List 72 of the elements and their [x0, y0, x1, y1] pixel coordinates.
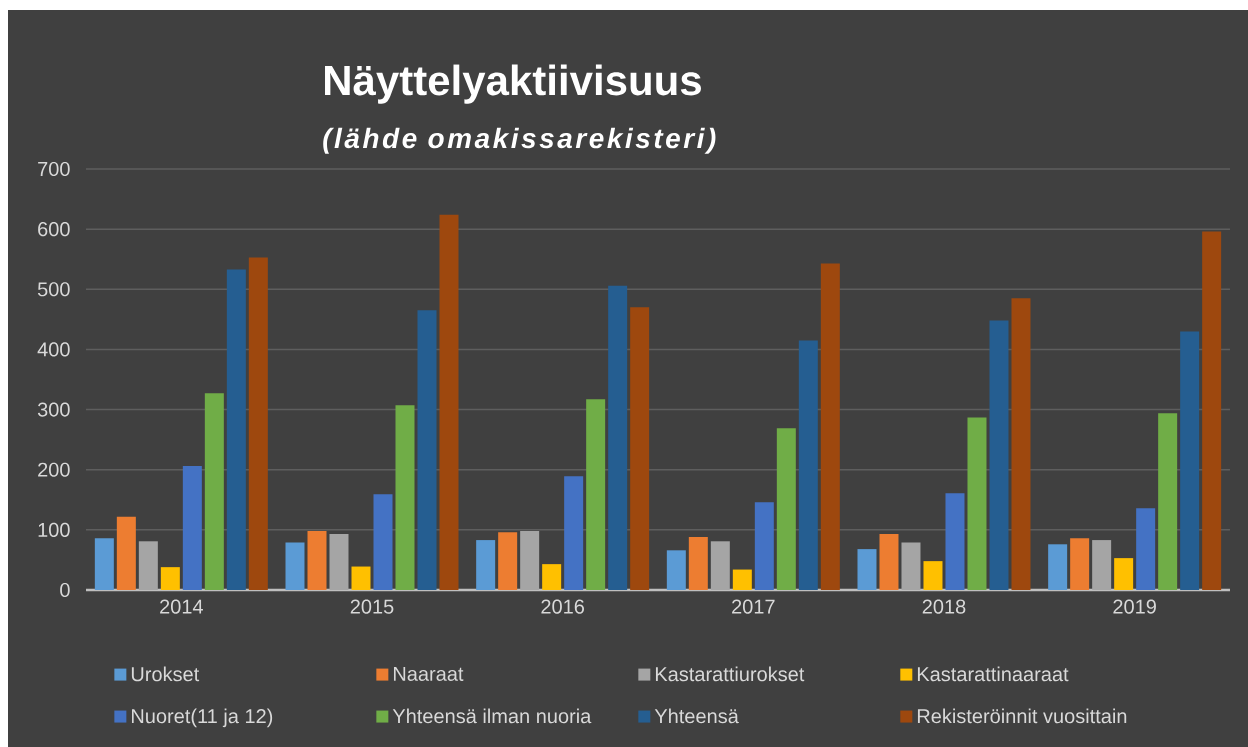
chart-title: Näyttelyaktiivisuus — [325, 64, 701, 104]
bar — [226, 269, 246, 590]
bar — [666, 550, 686, 590]
bar — [439, 214, 459, 590]
legend-label: Naaraat — [393, 666, 464, 681]
y-tick-label: 100 — [38, 522, 70, 537]
bar — [182, 466, 202, 590]
bar — [820, 263, 840, 590]
bar — [630, 307, 650, 590]
x-tick-label: 2018 — [922, 599, 966, 614]
bar — [732, 569, 752, 590]
x-tick-label: 2014 — [160, 599, 203, 614]
bar — [945, 493, 965, 590]
y-tick-label: 600 — [38, 222, 70, 237]
bar — [329, 534, 349, 590]
x-tick-label: 2017 — [732, 599, 775, 614]
legend-label: Kastarattiurokset — [655, 666, 805, 682]
bar — [160, 567, 180, 590]
bar — [476, 540, 496, 590]
bar — [373, 494, 393, 590]
bar — [417, 310, 437, 590]
bar — [564, 476, 584, 590]
bar — [586, 399, 606, 590]
bar — [307, 531, 327, 590]
y-tick-label: 200 — [38, 462, 70, 477]
bar — [116, 516, 136, 590]
legend-label: Nuoret(11 ja 12) — [131, 708, 273, 728]
x-tick-label: 2016 — [541, 599, 585, 614]
bar — [1180, 331, 1200, 590]
bar — [1070, 538, 1090, 590]
bar — [989, 320, 1009, 590]
bar — [776, 428, 796, 590]
bar — [798, 340, 818, 590]
bar — [710, 541, 730, 590]
legend-label: Urokset — [131, 666, 200, 682]
bar — [1136, 508, 1156, 590]
bar — [923, 561, 943, 590]
bar — [351, 566, 371, 590]
legend-label: Yhteensä — [654, 708, 739, 724]
x-tick-label: 2015 — [350, 599, 394, 614]
y-tick-label: 0 — [60, 582, 70, 598]
bar — [395, 405, 415, 590]
bar — [608, 285, 628, 590]
bar — [1092, 540, 1112, 590]
bar — [285, 542, 305, 590]
bar — [1158, 413, 1178, 590]
bar — [967, 417, 987, 590]
bar — [754, 502, 774, 590]
bar — [94, 538, 114, 590]
legend-label: Kastarattinaaraat — [917, 666, 1069, 682]
bar — [138, 541, 158, 590]
bar — [688, 537, 708, 590]
bar — [498, 532, 518, 590]
y-tick-label: 400 — [37, 342, 70, 357]
y-tick-label: 700 — [38, 161, 70, 177]
bar — [1011, 298, 1031, 590]
x-tick-label: 2019 — [1113, 599, 1156, 614]
bar — [520, 531, 540, 590]
y-tick-label: 300 — [37, 402, 70, 417]
bar — [204, 393, 224, 590]
bar — [1202, 231, 1222, 590]
bar — [542, 564, 562, 590]
bar — [879, 534, 899, 590]
legend-label: Rekisteröinnit vuosittain — [917, 708, 1127, 724]
bar — [1048, 544, 1068, 590]
y-tick-label: 500 — [37, 282, 70, 297]
bar — [901, 542, 921, 590]
bar — [1114, 558, 1134, 590]
bar — [857, 549, 877, 590]
chart-subtitle: (lähde omakissarekisteri) — [323, 127, 716, 154]
legend-label: Yhteensä ilman nuoria — [392, 708, 592, 724]
bar — [248, 257, 268, 590]
